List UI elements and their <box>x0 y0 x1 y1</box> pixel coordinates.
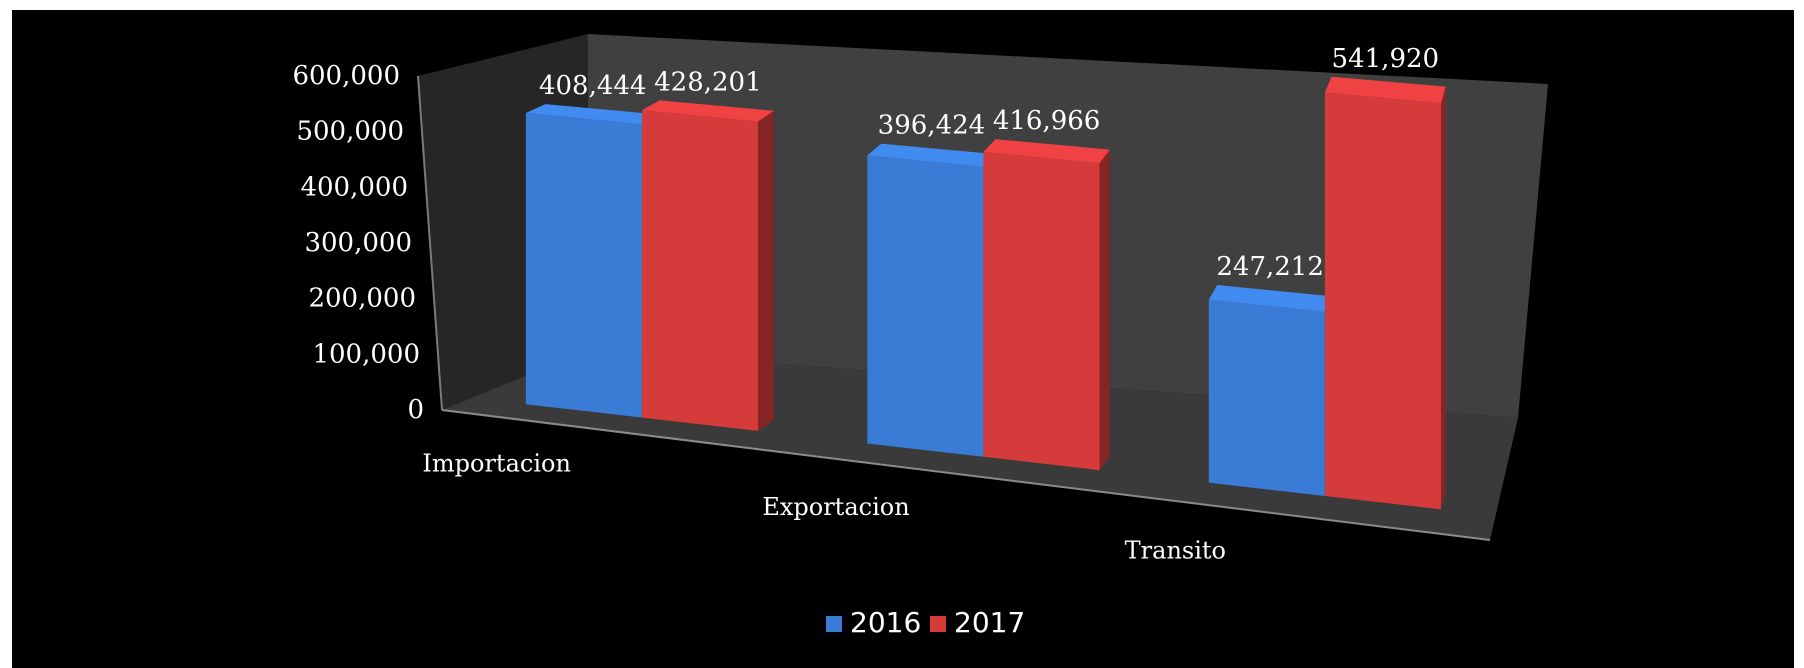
data-label: 428,201 <box>654 67 762 97</box>
data-label: 396,424 <box>878 111 986 141</box>
bar-top <box>641 100 774 122</box>
y-tick-label: 600,000 <box>292 61 400 91</box>
y-tick-label: 100,000 <box>312 339 420 369</box>
data-label: 408,444 <box>539 71 647 101</box>
bar-2016-importacion <box>525 104 660 418</box>
bar-top <box>1208 285 1332 312</box>
category-label: Transito <box>1125 536 1226 564</box>
bar-2017-exportacion <box>983 139 1110 471</box>
bar-top <box>525 104 660 125</box>
floor-edge <box>441 409 1491 541</box>
y-tick-label: 400,000 <box>300 172 408 202</box>
bar-side <box>1440 86 1446 510</box>
bar-2016-exportacion <box>867 143 996 457</box>
data-label: 247,212 <box>1216 252 1324 282</box>
legend-swatch-2017 <box>930 616 946 632</box>
y-tick-label: 500,000 <box>296 117 404 147</box>
y-tick-label: 300,000 <box>304 228 412 258</box>
legend-swatch-2016 <box>826 616 842 632</box>
category-label: Importacion <box>422 450 571 478</box>
bar-top <box>983 139 1110 164</box>
bar-front <box>641 110 759 431</box>
category-label: Exportacion <box>762 493 909 521</box>
bar-front <box>525 112 642 418</box>
bar-side <box>1099 149 1110 471</box>
y-tick-label: 200,000 <box>308 284 416 314</box>
bar-2017-importacion <box>641 100 774 431</box>
bar-front <box>983 151 1100 471</box>
bar-front <box>867 155 984 457</box>
bar-top <box>867 143 996 167</box>
y-axis-line <box>417 75 443 411</box>
bar-2016-transito <box>1208 285 1332 496</box>
y-tick-label: 0 <box>407 395 424 425</box>
data-label: 541,920 <box>1332 44 1440 74</box>
bar-front <box>1208 299 1325 496</box>
legend-label: 2017 <box>954 606 1025 639</box>
bar-2017-transito <box>1324 76 1446 510</box>
bar-top <box>1324 76 1446 104</box>
bar-side <box>758 110 774 431</box>
bar-front <box>1324 92 1441 510</box>
data-label: 416,966 <box>993 106 1101 136</box>
legend-label: 2016 <box>850 606 921 639</box>
